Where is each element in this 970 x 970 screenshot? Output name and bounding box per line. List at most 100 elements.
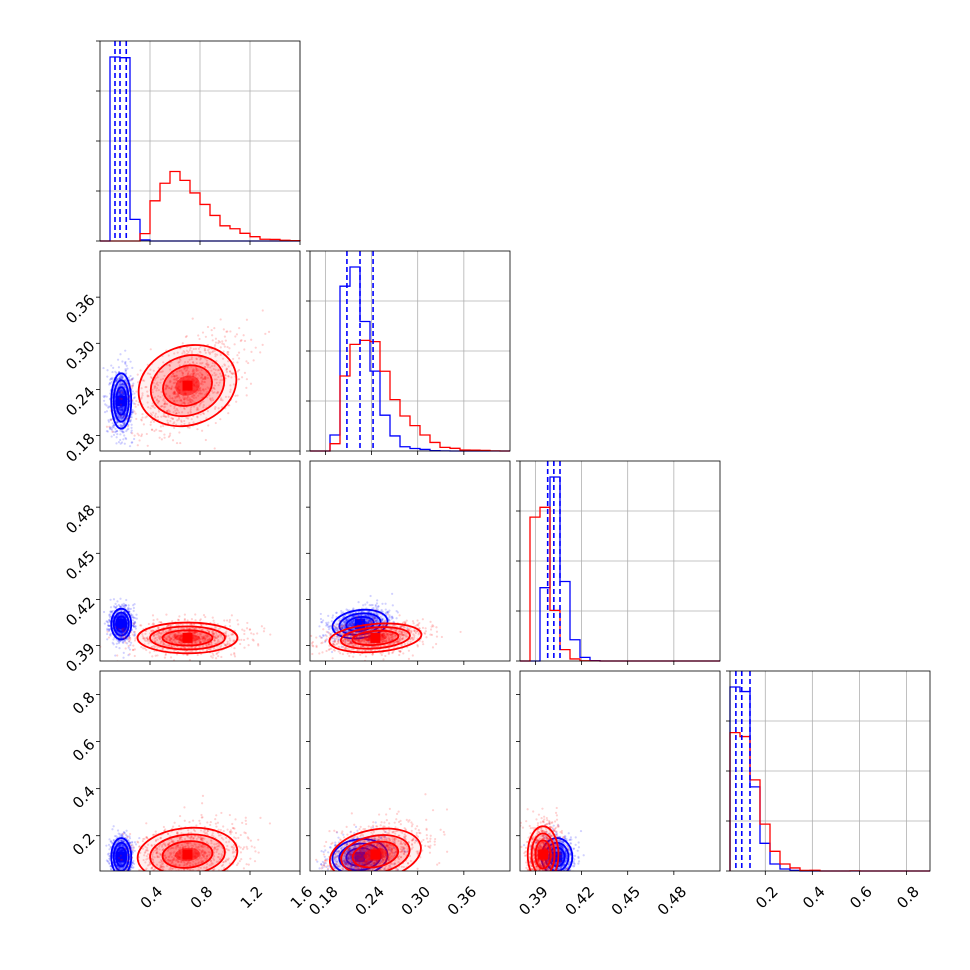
point-b (143, 379, 146, 382)
point-a (121, 641, 124, 644)
point-b (173, 374, 176, 378)
point-b (145, 432, 148, 436)
point-b (206, 363, 210, 367)
point-b (206, 374, 210, 377)
point-b (126, 425, 130, 428)
point-a (134, 627, 137, 630)
point-a (119, 389, 122, 393)
point-b (180, 398, 183, 402)
point-b (219, 635, 223, 638)
point-b (131, 378, 134, 381)
point-b (172, 399, 175, 402)
point-b (205, 636, 208, 639)
point-b (245, 627, 249, 630)
point-a (122, 602, 125, 605)
point-b (161, 648, 164, 651)
point-b (211, 616, 214, 619)
point-b (214, 368, 217, 371)
point-b (132, 648, 135, 652)
point-b (173, 421, 176, 424)
point-a (114, 370, 117, 373)
point-b (169, 624, 172, 627)
point-b (189, 411, 193, 414)
point-a (382, 632, 385, 636)
point-b (198, 639, 201, 643)
point-b (386, 613, 390, 616)
point-b (211, 397, 214, 400)
point-b (196, 653, 199, 657)
point-b (166, 384, 169, 388)
point-a (108, 378, 112, 381)
point-b (162, 642, 165, 645)
point-a (110, 610, 113, 613)
point-b (159, 405, 163, 408)
point-b (164, 415, 167, 418)
point-b (204, 438, 207, 442)
point-a (391, 592, 394, 595)
point-a (123, 603, 126, 607)
point-b (188, 397, 191, 400)
point-b (213, 632, 216, 635)
point-b (188, 349, 191, 352)
point-a (380, 608, 383, 612)
point-a (132, 624, 135, 627)
point-b (213, 637, 216, 640)
point-b (213, 371, 216, 375)
point-a (133, 634, 136, 637)
point-b (197, 394, 200, 397)
point-b (169, 656, 173, 659)
point-b (199, 356, 203, 359)
point-b (125, 382, 128, 385)
point-b (203, 380, 206, 383)
point-b (140, 434, 143, 438)
point-b (228, 624, 232, 628)
point-a (135, 613, 138, 616)
point-b (150, 630, 153, 633)
point-b (205, 644, 208, 647)
point-a (131, 619, 135, 622)
point-b (228, 347, 231, 350)
point-a (122, 656, 125, 659)
point-a (122, 423, 126, 426)
point-b (173, 375, 176, 378)
point-a (318, 635, 321, 638)
point-b (193, 631, 196, 634)
point-a (110, 428, 113, 431)
point-b (178, 399, 181, 402)
point-a (338, 619, 341, 622)
point-b (203, 640, 206, 643)
point-b (173, 633, 177, 636)
point-b (248, 628, 251, 631)
point-a (107, 419, 110, 422)
point-b (225, 619, 229, 622)
point-b (153, 406, 156, 409)
point-a (115, 645, 118, 649)
point-b (214, 657, 218, 660)
point-b (146, 636, 149, 639)
point-b (141, 633, 144, 636)
point-b (459, 630, 462, 634)
point-b (219, 646, 222, 649)
point-b (215, 633, 218, 636)
point-b (232, 357, 235, 361)
point-a (114, 606, 118, 609)
point-b (154, 636, 157, 639)
point-b (186, 653, 189, 657)
point-b (200, 369, 203, 372)
point-b (220, 397, 223, 400)
point-a (384, 608, 387, 611)
point-b (146, 395, 149, 398)
point-b (162, 399, 165, 402)
point-b (194, 392, 197, 395)
point-b (174, 377, 177, 381)
point-a (120, 417, 123, 420)
point-b (181, 342, 184, 345)
point-b (215, 652, 218, 656)
point-b (153, 385, 156, 388)
point-b (193, 405, 196, 408)
point-b (119, 635, 122, 638)
point-a (120, 383, 124, 386)
point-b (171, 397, 174, 400)
point-a (133, 392, 136, 395)
